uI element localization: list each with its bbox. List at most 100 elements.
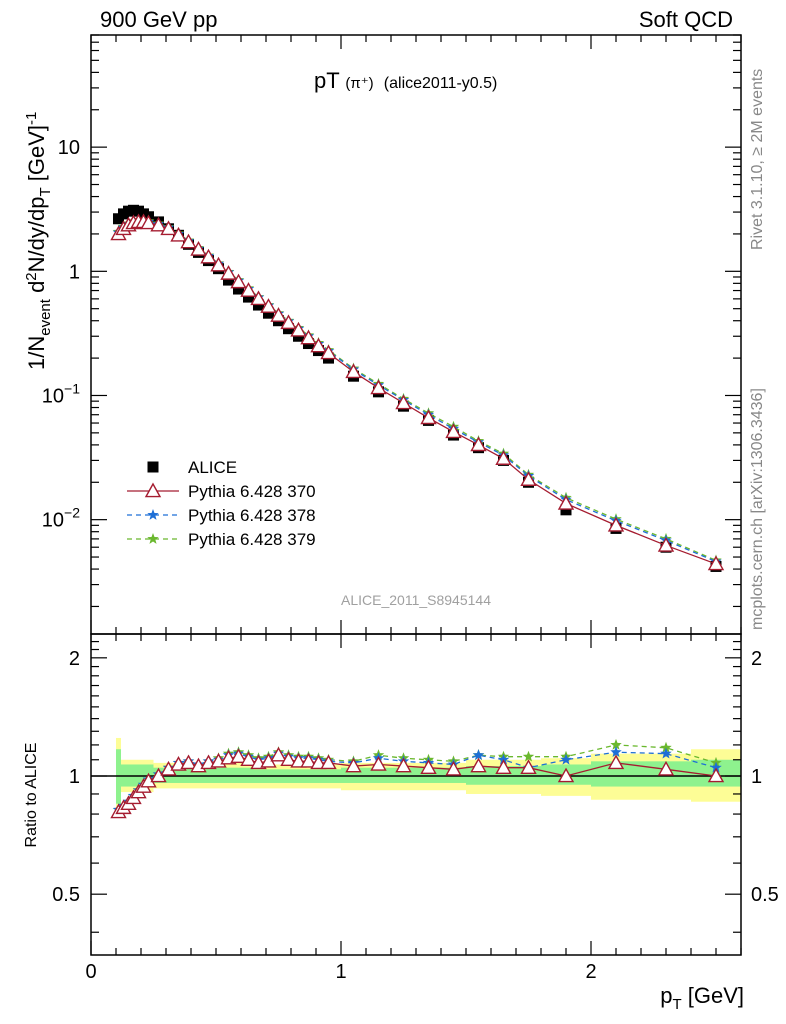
legend-label: Pythia 6.428 370 bbox=[188, 482, 316, 501]
data-point bbox=[223, 274, 234, 286]
x-axis-label: pT [GeV] bbox=[660, 983, 744, 1013]
ratio-point bbox=[270, 746, 287, 762]
x-tick-label: 1 bbox=[335, 961, 346, 983]
ratio-point bbox=[280, 751, 297, 767]
legend-entry: Pythia 6.428 370 bbox=[127, 482, 316, 501]
ratio-point bbox=[607, 754, 625, 770]
x-tick-label: 2 bbox=[585, 961, 596, 983]
data-point bbox=[395, 394, 412, 410]
rivet-label: Rivet 3.1.10, ≥ 2M events bbox=[749, 69, 766, 250]
legend-marker bbox=[147, 461, 159, 473]
data-point bbox=[290, 321, 307, 337]
ratio-plot-series bbox=[110, 738, 725, 819]
data-point bbox=[420, 409, 437, 425]
ratio-point bbox=[395, 757, 412, 773]
header-left: 900 GeV pp bbox=[100, 7, 217, 32]
ratio-point bbox=[610, 738, 622, 750]
ratio-point bbox=[370, 756, 387, 771]
data-point bbox=[470, 436, 487, 452]
data-point bbox=[170, 226, 187, 242]
data-point bbox=[300, 329, 317, 345]
legend: ALICE Pythia 6.428 370 Pythia 6.428 378 Pyt… bbox=[127, 458, 316, 549]
data-point bbox=[557, 495, 575, 510]
ratio-tick-label-right: 0.5 bbox=[751, 884, 779, 906]
ratio-point bbox=[707, 767, 725, 783]
y-tick-label: 10−2 bbox=[42, 505, 80, 532]
ratio-point bbox=[657, 760, 675, 776]
ratio-point bbox=[445, 760, 462, 776]
main-plot-series bbox=[110, 204, 725, 572]
legend-label: Pythia 6.428 379 bbox=[188, 530, 316, 549]
mcplots-label: mcplots.cern.ch [arXiv:1306.3436] bbox=[749, 388, 766, 630]
ratio-tick-label-right: 1 bbox=[751, 766, 762, 788]
data-point bbox=[495, 450, 512, 465]
ratio-point bbox=[522, 750, 535, 762]
ratio-point bbox=[470, 757, 487, 773]
data-point bbox=[263, 307, 274, 319]
data-point bbox=[233, 283, 244, 295]
data-point bbox=[270, 307, 287, 322]
ratio-point bbox=[557, 767, 575, 783]
plot-title-main: pT bbox=[314, 68, 339, 93]
ratio-point bbox=[660, 747, 672, 759]
y-tick-label: 10 bbox=[58, 137, 80, 159]
axis-ticks: 0 1 2 10 1 10−1 10−2 0.5 0.5 1 1 2 2 bbox=[42, 34, 779, 983]
data-point bbox=[200, 248, 217, 264]
plot-title: pT (π⁺) (alice2011-y0.5) bbox=[314, 68, 497, 93]
ratio-point bbox=[300, 752, 317, 768]
data-point bbox=[160, 220, 177, 236]
x-tick-label: 0 bbox=[85, 961, 96, 983]
ratio-point bbox=[180, 754, 197, 770]
data-point bbox=[150, 216, 167, 232]
data-point bbox=[220, 265, 237, 280]
y-axis-label-ratio: Ratio to ALICE bbox=[23, 743, 40, 848]
ratio-point bbox=[660, 741, 672, 753]
ratio-tick-label-left: 0.5 bbox=[52, 884, 80, 906]
ratio-point bbox=[230, 748, 247, 763]
ratio-pythia-6-428-370 bbox=[110, 746, 725, 819]
plot-title-tag: (alice2011-y0.5) bbox=[384, 75, 498, 92]
ratio-point bbox=[472, 749, 485, 761]
ratio-point bbox=[310, 754, 327, 770]
data-point bbox=[230, 273, 247, 289]
watermark: ALICE_2011_S8945144 bbox=[341, 592, 491, 608]
data-point bbox=[260, 298, 277, 313]
data-point bbox=[345, 363, 362, 379]
legend-marker bbox=[144, 482, 162, 498]
ratio-point bbox=[420, 759, 437, 774]
data-point bbox=[560, 504, 572, 516]
y-tick-label: 10−1 bbox=[42, 380, 80, 407]
data-point bbox=[707, 555, 725, 571]
y-axis-label-main: 1/Nevent d2N/dy/dpT [GeV]-1 bbox=[23, 112, 54, 370]
series-pythia-6-428-370 bbox=[110, 213, 725, 571]
ratio-point bbox=[240, 751, 257, 767]
legend-entry: Pythia 6.428 378 bbox=[127, 506, 316, 525]
legend-marker bbox=[147, 533, 159, 544]
data-point bbox=[250, 290, 267, 306]
ratio-point bbox=[320, 754, 337, 770]
ratio-point bbox=[345, 757, 362, 773]
ratio-point bbox=[610, 746, 622, 758]
y-tick-label: 1 bbox=[69, 261, 80, 283]
legend-marker bbox=[147, 509, 159, 520]
data-point bbox=[190, 241, 207, 256]
header-right: Soft QCD bbox=[639, 7, 733, 32]
data-point bbox=[140, 214, 157, 230]
data-point bbox=[370, 379, 387, 395]
legend-label: ALICE bbox=[188, 458, 237, 477]
data-point bbox=[520, 471, 537, 486]
ratio-point bbox=[290, 752, 307, 768]
ratio-tick-label-right: 2 bbox=[751, 648, 762, 670]
ratio-point bbox=[560, 753, 572, 765]
ratio-tick-label-left: 2 bbox=[69, 648, 80, 670]
legend-entry: Pythia 6.428 379 bbox=[127, 530, 316, 549]
data-point bbox=[310, 337, 327, 353]
data-point bbox=[657, 536, 675, 552]
legend-label: Pythia 6.428 378 bbox=[188, 506, 316, 525]
data-point bbox=[607, 516, 625, 532]
data-point bbox=[243, 291, 254, 303]
data-point bbox=[240, 282, 257, 297]
ratio-point bbox=[495, 759, 512, 774]
legend-entry: ALICE bbox=[147, 458, 237, 477]
